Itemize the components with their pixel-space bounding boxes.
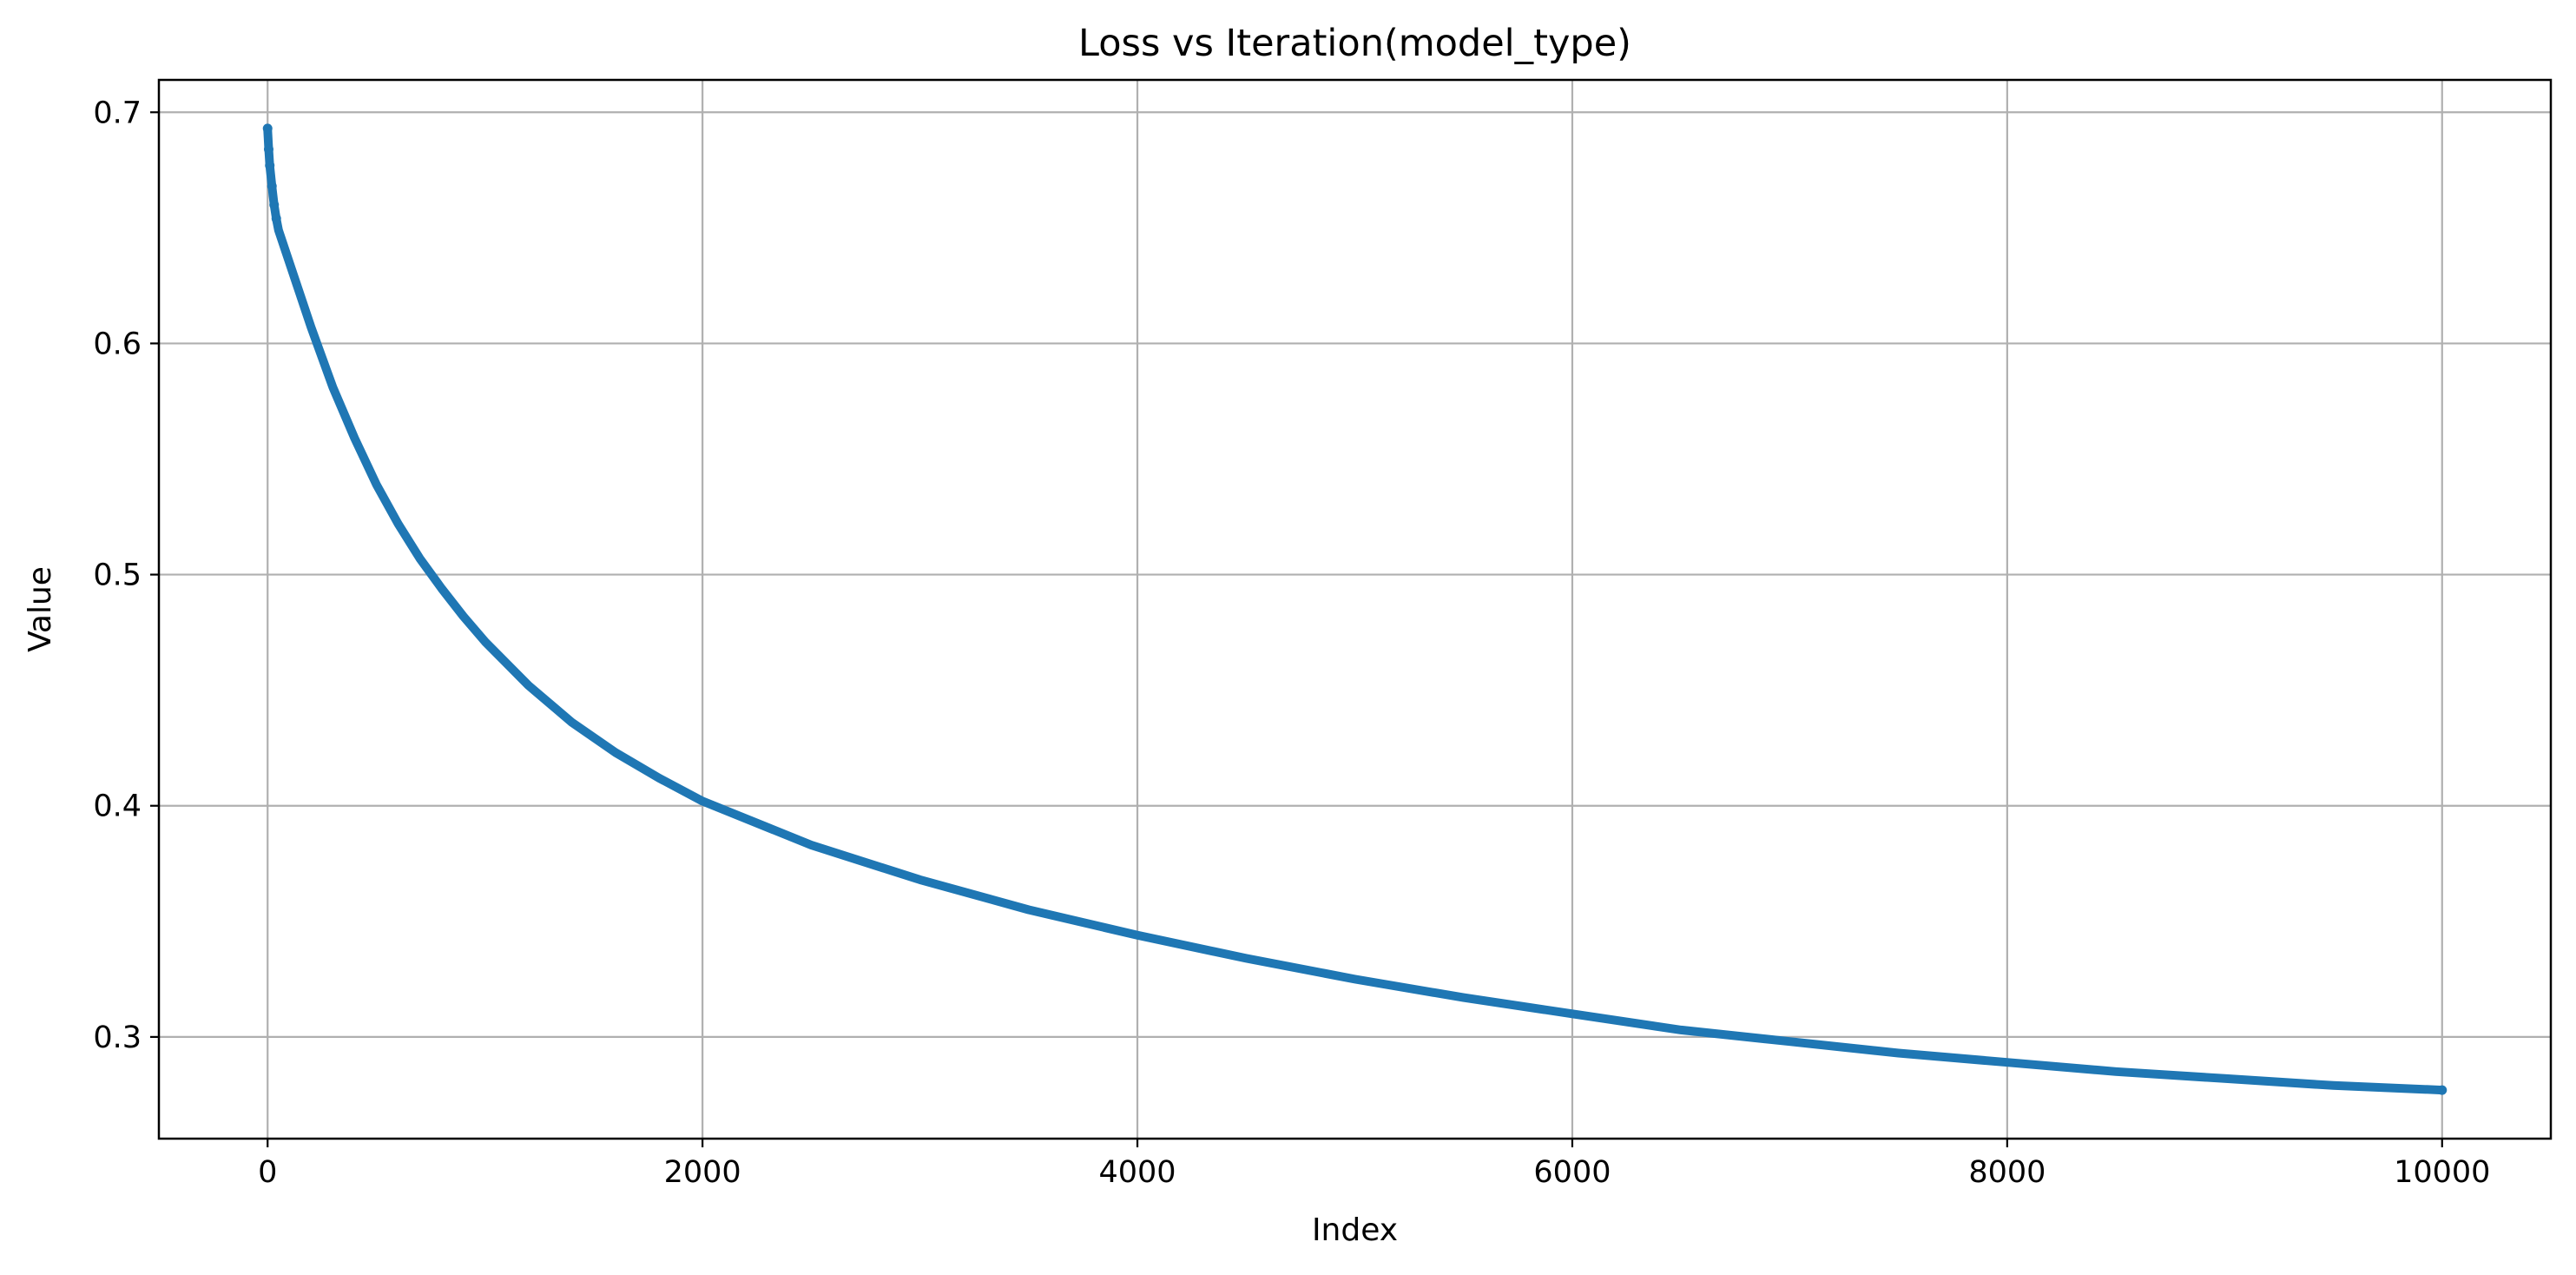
loss-data-point (265, 160, 275, 170)
x-tick-label: 6000 (1533, 1155, 1611, 1190)
loss-data-point (263, 144, 273, 155)
x-tick-label: 0 (258, 1155, 277, 1190)
y-tick-label: 0.5 (93, 558, 142, 593)
loss-data-point (262, 123, 273, 134)
tick-layer: 0 2000 4000 6000 8000 10000 0.3 0.4 0.5 0.6 0.7 (93, 96, 2490, 1190)
loss-data-point (267, 181, 277, 191)
chart-title: Loss vs Iteration(model_type) (1078, 22, 1631, 65)
loss-data-point (271, 214, 281, 224)
data-layer (262, 123, 2448, 1095)
y-axis-label: Value (23, 566, 58, 652)
x-tick-label: 4000 (1099, 1155, 1176, 1190)
plot-frame (157, 78, 2553, 1140)
y-tick-label: 0.3 (93, 1021, 142, 1055)
x-tick-label: 10000 (2394, 1155, 2490, 1190)
y-tick-label: 0.6 (93, 327, 142, 361)
loss-data-point (269, 200, 280, 210)
y-tick-label: 0.7 (93, 96, 142, 130)
x-tick-label: 2000 (664, 1155, 741, 1190)
grid-layer (159, 80, 2551, 1139)
loss-series-line (263, 123, 2447, 1095)
x-axis-label: Index (1312, 1212, 1398, 1248)
x-tick-label: 8000 (1968, 1155, 2046, 1190)
loss-data-point (2437, 1085, 2448, 1095)
y-tick-label: 0.4 (93, 789, 142, 824)
